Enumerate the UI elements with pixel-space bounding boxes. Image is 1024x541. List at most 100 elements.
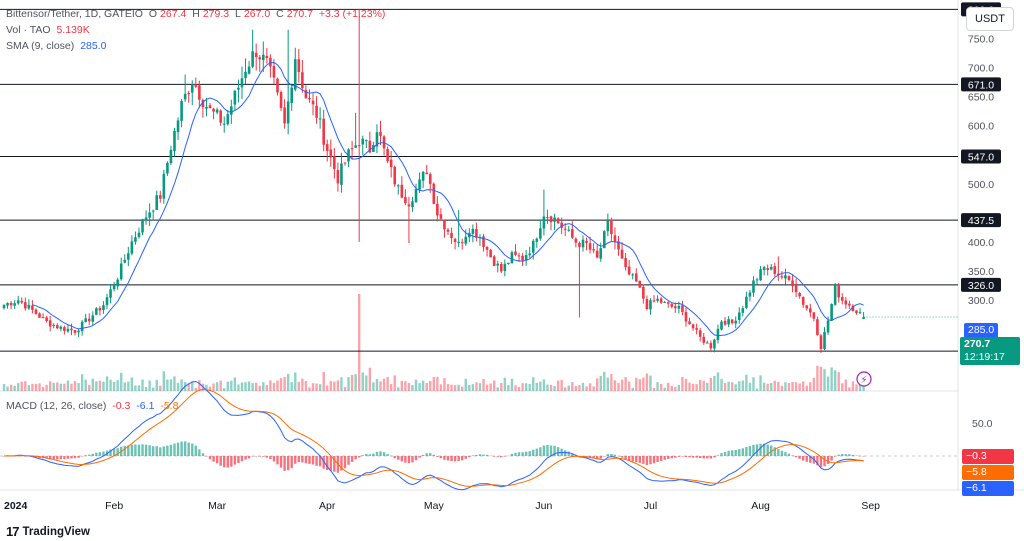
macd-histogram-bar: [567, 451, 570, 456]
change-value: +3.3 (+1.23%): [318, 8, 386, 20]
volume-legend[interactable]: Vol · TAO 5.139K: [6, 24, 93, 36]
candle-body: [730, 319, 734, 324]
macd-histogram-bar: [265, 456, 269, 458]
macd-histogram-bar: [777, 449, 780, 456]
macd-histogram-bar: [247, 456, 251, 459]
macd-histogram-bar: [322, 456, 325, 469]
volume-bar: [70, 383, 73, 391]
macd-histogram-bar: [397, 456, 400, 460]
macd-histogram-bar: [709, 456, 713, 459]
macd-histogram-bar: [180, 441, 183, 456]
volume-bar: [226, 381, 229, 391]
volume-bar: [439, 384, 443, 391]
macd-histogram-bar: [819, 456, 823, 468]
macd-histogram-bar: [361, 455, 364, 456]
macd-histogram-bar: [169, 444, 173, 456]
candle-body: [318, 118, 322, 120]
macd-histogram-bar: [652, 456, 656, 464]
volume-bar: [560, 379, 563, 391]
macd-histogram-bar: [283, 456, 286, 471]
volume-bar: [127, 381, 130, 391]
macd-histogram-bar: [837, 454, 840, 456]
symbol-title[interactable]: Bittensor/Tether, 1D, GATEIO: [6, 8, 143, 20]
volume-bar: [59, 383, 63, 391]
macd-histogram-bar: [233, 456, 237, 465]
macd-histogram-bar: [517, 452, 521, 456]
macd-legend[interactable]: MACD (12, 26, close) -0.3 -6.1 -5.8: [6, 400, 181, 412]
volume-bar: [635, 377, 638, 391]
high-value: 279.3: [202, 8, 230, 20]
macd-histogram-bar: [347, 456, 350, 465]
candle-body: [542, 216, 546, 229]
candle-body: [698, 330, 702, 337]
volume-bar: [485, 384, 489, 391]
candle-body: [95, 308, 98, 315]
volume-bar: [350, 374, 354, 391]
volume-bar: [258, 385, 261, 391]
macd-histogram-bar: [262, 456, 265, 457]
macd-histogram-bar: [617, 455, 620, 457]
macd-histogram-bar: [766, 444, 769, 456]
candle-body: [656, 298, 659, 301]
volume-bar: [91, 378, 94, 391]
candle-body: [670, 303, 674, 307]
macd-histogram-bar: [830, 456, 833, 461]
volume-bar: [237, 384, 240, 391]
candle-body: [84, 318, 87, 322]
candle-body: [514, 251, 517, 255]
macd-histogram-bar: [414, 456, 418, 461]
candle-body: [681, 305, 684, 312]
macd-histogram-bar: [524, 451, 528, 456]
volume-bar: [208, 386, 212, 391]
candle-body: [595, 250, 599, 258]
currency-selector-button[interactable]: USDT: [966, 7, 1014, 31]
volume-bar: [38, 383, 41, 391]
volume-bar: [627, 381, 631, 391]
volume-bar: [407, 382, 411, 391]
volume-bars: [2, 294, 865, 391]
macd-histogram-bar: [500, 456, 503, 458]
macd-histogram-bar: [702, 456, 705, 459]
candle-body: [755, 279, 759, 281]
candle-body: [357, 145, 361, 147]
candle-body: [411, 201, 414, 208]
candle-body: [610, 219, 613, 235]
volume-bar: [833, 370, 837, 391]
macd-histogram-bar: [194, 445, 198, 456]
macd-histogram-bar: [748, 446, 752, 456]
macd-histogram-bar: [56, 456, 59, 460]
candle-body: [254, 52, 258, 58]
volume-bar: [432, 376, 435, 391]
volume-bar: [130, 377, 134, 391]
candle-body: [325, 144, 329, 151]
macd-pane: [2, 380, 865, 491]
event-lightning-icon-glyph: ⚡: [860, 375, 867, 386]
macd-histogram-bar: [638, 456, 642, 463]
macd-histogram-bar: [631, 456, 634, 462]
volume-bar: [48, 381, 52, 391]
candle-body: [560, 222, 563, 228]
macd-histogram-bar: [73, 456, 77, 459]
candle-body: [769, 266, 773, 270]
candle-body: [386, 148, 389, 162]
volume-bar: [567, 385, 570, 391]
volume-bar: [272, 382, 276, 391]
volume-bar: [578, 385, 581, 391]
volume-bar: [304, 380, 308, 391]
low-value: 267.0: [243, 8, 271, 20]
candle-body: [826, 320, 830, 333]
tradingview-brand[interactable]: 17 TradingView: [6, 524, 90, 539]
candle-body: [162, 173, 166, 199]
macd-histogram-bar: [471, 455, 475, 456]
candle-body: [592, 249, 595, 251]
open-label: O: [148, 8, 158, 20]
sma-legend[interactable]: SMA (9, close) 285.0: [6, 40, 109, 52]
level-badge-label: 547.0: [968, 151, 994, 163]
candle-body: [173, 130, 176, 152]
volume-bar: [73, 381, 77, 391]
macd-histogram-bar: [794, 456, 798, 458]
volume-bar: [656, 382, 659, 391]
candle-body: [816, 319, 819, 335]
candle-body: [517, 255, 521, 257]
